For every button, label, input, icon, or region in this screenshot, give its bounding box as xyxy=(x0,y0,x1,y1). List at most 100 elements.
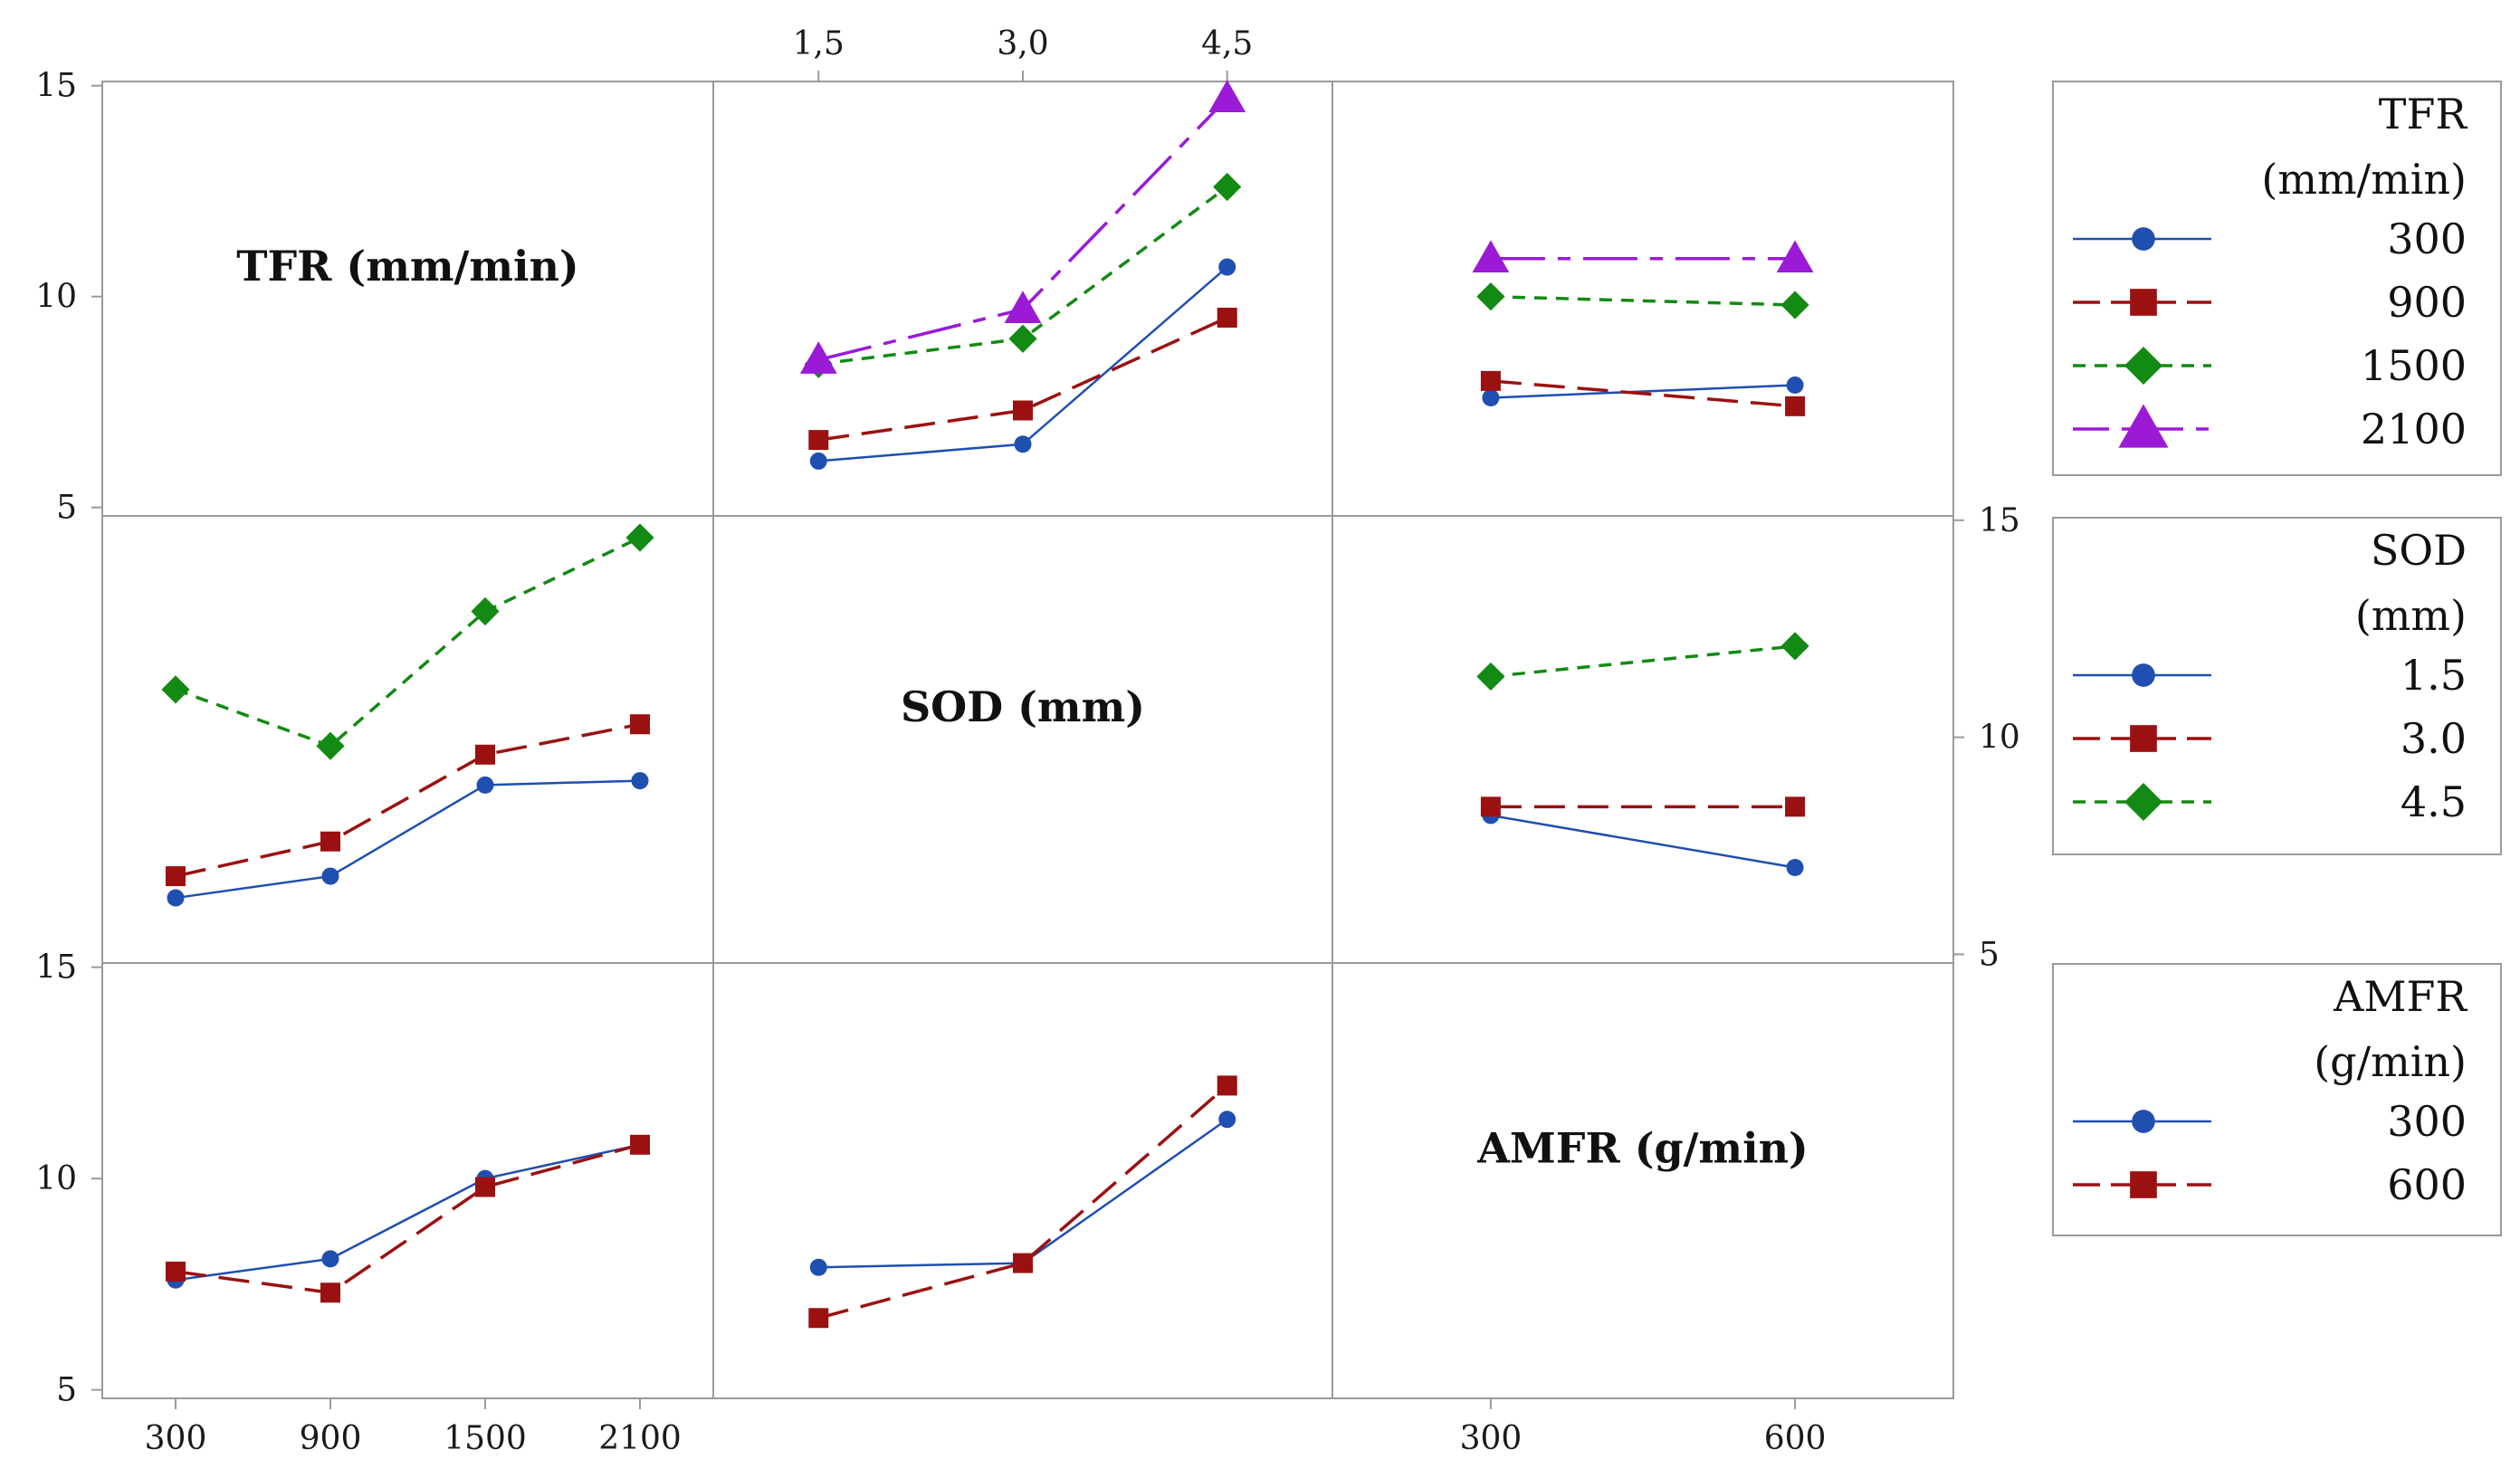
data-point xyxy=(1780,291,1809,319)
y-tick-label: 10 xyxy=(35,1160,77,1197)
series-line xyxy=(817,1084,1228,1320)
data-point xyxy=(1780,632,1809,661)
data-point xyxy=(476,776,494,794)
series-line xyxy=(1490,294,1796,307)
data-point xyxy=(1480,796,1501,817)
legend-title: TFR xyxy=(2379,90,2468,138)
data-point xyxy=(809,1258,827,1276)
data-point xyxy=(161,675,190,704)
data-point xyxy=(166,866,186,887)
data-point xyxy=(808,430,829,451)
panel-grid xyxy=(101,81,1954,1399)
legend-1: SOD (mm) 1.5 3.0 4.5 xyxy=(2052,517,2502,855)
data-point xyxy=(2130,1171,2157,1198)
legends: TFR (mm/min) 300 900 1500 2100 SOD (mm) 1.5 3.0 4.… xyxy=(2052,81,2502,1236)
series-line xyxy=(1490,644,1796,679)
data-point xyxy=(316,731,345,760)
legend-box xyxy=(2052,81,2502,476)
legend-title: SOD xyxy=(2371,526,2467,575)
legend-label: 4.5 xyxy=(2401,777,2467,826)
matrix-border xyxy=(101,81,1954,1399)
diagonal-label: TFR (mm/min) xyxy=(236,242,578,291)
series-line xyxy=(818,1118,1228,1269)
data-point xyxy=(475,1177,495,1197)
data-point xyxy=(321,867,339,885)
data-point xyxy=(1217,1075,1237,1096)
legend-label: 300 xyxy=(2387,1097,2467,1146)
panel-0-1 xyxy=(799,80,1246,470)
data-point xyxy=(1013,1253,1033,1273)
data-point xyxy=(1476,662,1505,691)
data-point xyxy=(1014,435,1032,453)
panel-2-0 xyxy=(166,1134,650,1303)
data-point xyxy=(1476,282,1505,311)
y-tick-label: 10 xyxy=(1979,720,2020,757)
x-tick-label: 1500 xyxy=(444,1420,527,1457)
data-point xyxy=(2124,782,2163,822)
diagonal-label: AMFR (g/min) xyxy=(1476,1124,1809,1173)
data-point xyxy=(1472,240,1510,273)
series-line xyxy=(1490,379,1796,408)
data-point xyxy=(2132,663,2155,687)
data-point xyxy=(166,1261,186,1282)
data-point xyxy=(2130,289,2157,316)
data-point xyxy=(1218,1111,1236,1129)
series-lines xyxy=(161,80,1814,1329)
data-point xyxy=(1785,396,1806,416)
data-point xyxy=(1208,80,1246,112)
diagonal-label: SOD (mm) xyxy=(901,682,1145,731)
legend-box xyxy=(2052,517,2502,855)
data-point xyxy=(625,523,654,552)
series-line xyxy=(1490,814,1796,869)
series-line xyxy=(175,722,641,878)
series-line xyxy=(818,316,1228,442)
data-point xyxy=(1008,324,1037,353)
data-point xyxy=(321,1250,339,1268)
diagonal-factor-labels: TFR (mm/min) SOD (mm) AMFR (g/min) xyxy=(236,242,1809,1173)
data-point xyxy=(471,596,500,626)
y-tick-label: 5 xyxy=(1979,936,2000,973)
panel-1-0 xyxy=(161,523,654,907)
data-point xyxy=(2132,1110,2155,1133)
x-tick-label-top: 3,0 xyxy=(997,25,1048,62)
data-point xyxy=(799,341,837,374)
y-tick-label: 5 xyxy=(56,1372,77,1409)
x-tick-label: 2100 xyxy=(598,1420,682,1457)
panel-0-2 xyxy=(1472,240,1814,416)
data-point xyxy=(1013,400,1033,421)
axis-ticks: 5 10 15 5 10 15 5 10 15 300 900 1500 2100 300 600 1,5 3,… xyxy=(35,25,2020,1457)
data-point xyxy=(1785,796,1806,817)
legend-0: TFR (mm/min) 300 900 1500 2100 xyxy=(2052,81,2502,476)
y-tick-label: 15 xyxy=(1979,502,2020,539)
legend-title: (mm/min) xyxy=(2261,155,2467,204)
x-tick-label: 900 xyxy=(300,1420,362,1457)
series-line xyxy=(1490,384,1796,399)
series-line xyxy=(175,779,641,900)
data-point xyxy=(475,744,495,765)
data-point xyxy=(1218,258,1236,276)
data-point xyxy=(1786,858,1804,876)
panel-1-2 xyxy=(1476,632,1809,876)
data-point xyxy=(1004,291,1042,323)
data-point xyxy=(1480,370,1501,391)
legend-title: AMFR xyxy=(2333,972,2468,1021)
data-point xyxy=(1786,377,1804,395)
data-point xyxy=(630,1134,650,1155)
legend-title: (mm) xyxy=(2355,591,2467,640)
x-tick-label: 600 xyxy=(1764,1420,1827,1457)
legend-title: (g/min) xyxy=(2314,1037,2467,1086)
data-point xyxy=(2124,346,2163,386)
data-point xyxy=(2118,404,2169,448)
x-tick-label-top: 4,5 xyxy=(1201,25,1253,62)
legend-label: 900 xyxy=(2387,278,2467,327)
y-tick-label: 15 xyxy=(35,68,77,105)
data-point xyxy=(1213,172,1242,202)
panel-2-1 xyxy=(808,1075,1237,1329)
legend-label: 300 xyxy=(2387,215,2467,263)
legend-label: 1.5 xyxy=(2401,651,2467,700)
data-point xyxy=(320,831,340,852)
data-point xyxy=(630,714,650,735)
x-tick-label: 300 xyxy=(1460,1420,1522,1457)
x-tick-label: 300 xyxy=(145,1420,207,1457)
